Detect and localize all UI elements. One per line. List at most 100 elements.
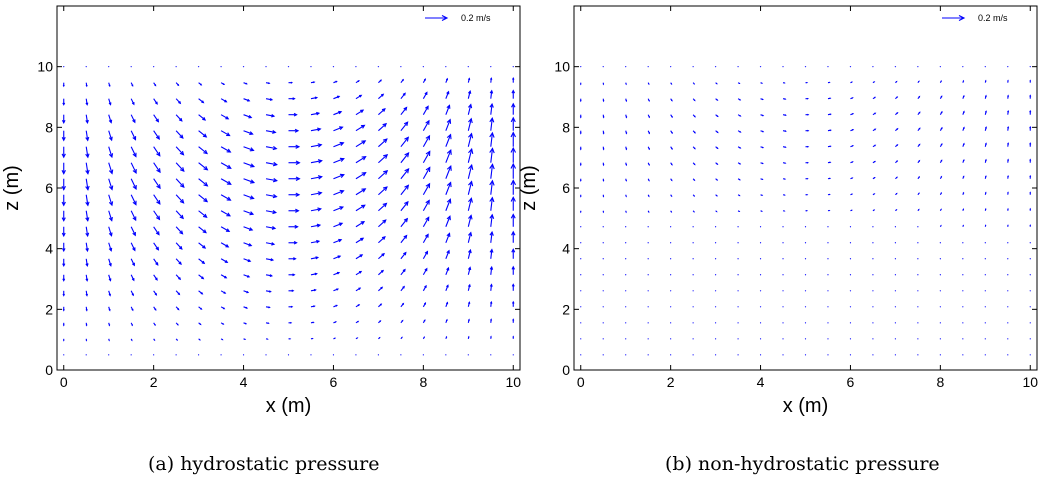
velocity-arrow [1007,354,1009,356]
velocity-arrow [61,194,66,207]
velocity-arrow [670,130,673,135]
velocity-arrow [804,242,807,244]
velocity-arrow [355,287,362,292]
velocity-arrow [130,306,134,312]
velocity-arrow [333,321,337,324]
velocity-arrow [85,322,88,327]
velocity-arrow [647,82,650,86]
velocity-arrow [1029,258,1031,260]
velocity-arrow [804,274,807,276]
velocity-arrow [894,354,897,356]
velocity-arrow [647,274,649,276]
velocity-arrow [198,242,207,249]
velocity-arrow [422,250,429,260]
velocity-arrow [175,98,182,105]
velocity-arrow [220,322,225,325]
velocity-arrow [288,144,301,149]
velocity-arrow [917,95,921,100]
velocity-arrow [85,354,87,356]
velocity-arrow [355,221,366,228]
velocity-arrow [489,179,495,195]
velocity-arrow [737,274,739,276]
velocity-arrow [512,66,514,68]
velocity-arrow [62,274,66,282]
velocity-arrow [692,114,696,118]
velocity-arrow [511,102,516,115]
velocity-arrow [804,226,807,228]
velocity-arrow [962,274,964,276]
velocity-arrow [647,162,650,166]
velocity-arrow [378,186,388,196]
velocity-arrow [153,274,158,281]
velocity-arrow [737,306,739,308]
velocity-arrow [782,114,787,116]
velocity-arrow [827,66,829,68]
velocity-arrow [894,66,897,68]
velocity-arrow [378,153,389,164]
velocity-arrow [310,321,315,324]
velocity-arrow [85,162,90,175]
velocity-arrow [333,255,342,260]
velocity-arrow [265,66,267,68]
velocity-arrow [62,82,65,88]
velocity-arrow [153,130,160,140]
velocity-arrow [467,103,473,115]
velocity-arrow [288,224,299,229]
velocity-arrow [984,142,987,147]
velocity-arrow [400,136,410,148]
velocity-arrow [422,166,431,180]
velocity-arrow [1007,290,1009,292]
velocity-arrow [422,216,430,228]
velocity-arrow [445,181,452,195]
panel-a-hydrostatic: 0 2 4 6 8 10 0 2 4 6 8 10 x (m) z (m) 0.2 m/s [1,5,521,417]
velocity-arrow [61,146,66,159]
velocity-arrow [715,194,718,197]
velocity-arrow [175,226,184,235]
velocity-arrow [849,306,852,308]
velocity-arrow [197,66,200,68]
velocity-arrow [759,322,762,324]
velocity-arrow [894,258,897,260]
velocity-arrow [939,208,942,212]
velocity-arrow [895,80,898,84]
y-tick-label: 10 [554,59,570,75]
velocity-arrow [670,162,673,166]
velocity-arrow [400,302,405,308]
velocity-arrow [175,242,183,250]
velocity-arrow [714,306,717,308]
velocity-arrow [737,194,741,197]
velocity-arrow [737,338,739,340]
velocity-arrow [760,98,764,101]
velocity-arrow [1029,158,1032,163]
velocity-arrow [153,178,161,190]
velocity-arrow [670,210,673,213]
velocity-arrow [850,177,854,180]
velocity-arrow [625,114,628,119]
velocity-arrow [805,193,809,196]
velocity-arrow [175,290,181,296]
velocity-arrow [108,130,113,142]
velocity-arrow [422,336,425,340]
velocity-arrow [625,194,627,198]
velocity-arrow [647,258,649,260]
velocity-arrow [759,274,762,276]
velocity-arrow [243,258,252,263]
velocity-arrow [489,213,495,227]
velocity-arrow [400,66,402,68]
velocity-arrow [333,95,341,100]
velocity-arrow [130,290,134,297]
velocity-arrow [962,191,965,195]
velocity-arrow [850,97,854,100]
velocity-arrow [737,242,739,244]
velocity-arrow [1007,125,1010,131]
velocity-arrow [378,336,381,340]
velocity-arrow [602,322,604,324]
velocity-arrow [939,159,943,163]
velocity-arrow [962,306,964,308]
velocity-arrow [378,138,388,148]
velocity-arrow [198,258,206,265]
velocity-arrow [153,322,156,327]
velocity-arrow [422,233,429,244]
velocity-arrow [510,196,516,211]
velocity-arrow [872,81,876,84]
